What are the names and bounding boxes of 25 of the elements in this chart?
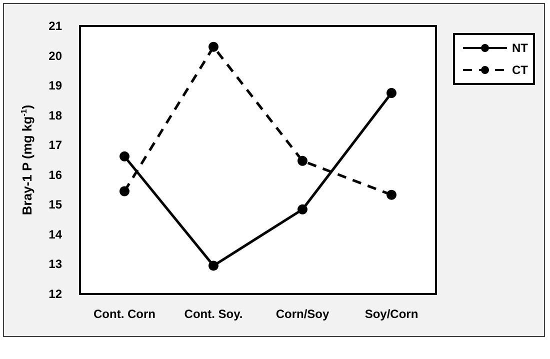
- y-tick-label: 13: [48, 257, 62, 272]
- legend-label: CT: [512, 63, 529, 77]
- point: [208, 42, 218, 52]
- x-tick-label: Soy/Corn: [364, 307, 418, 321]
- point: [298, 204, 308, 214]
- y-tick-label: 14: [48, 227, 62, 242]
- x-tick-label: Corn/Soy: [276, 307, 330, 321]
- y-tick-label: 15: [48, 198, 62, 212]
- y-axis-title: Bray-1 P (mg kg-1): [20, 104, 34, 216]
- x-tick-label: Cont. Soy.: [184, 307, 243, 321]
- x-tick-label: Cont. Corn: [94, 307, 156, 321]
- y-tick-label: 12: [48, 287, 62, 301]
- y-tick-label: 20: [48, 48, 62, 63]
- point: [208, 260, 218, 271]
- legend-label: NT: [512, 41, 529, 55]
- point: [120, 186, 130, 196]
- point: [386, 190, 396, 200]
- point: [298, 156, 308, 166]
- y-tick-label: 19: [48, 78, 62, 93]
- point: [120, 151, 130, 162]
- point: [386, 88, 396, 98]
- y-tick-label: 18: [48, 108, 62, 122]
- y-tick-label: 16: [48, 168, 62, 182]
- y-tick-label: 21: [48, 19, 62, 33]
- y-tick-label: 17: [48, 138, 62, 152]
